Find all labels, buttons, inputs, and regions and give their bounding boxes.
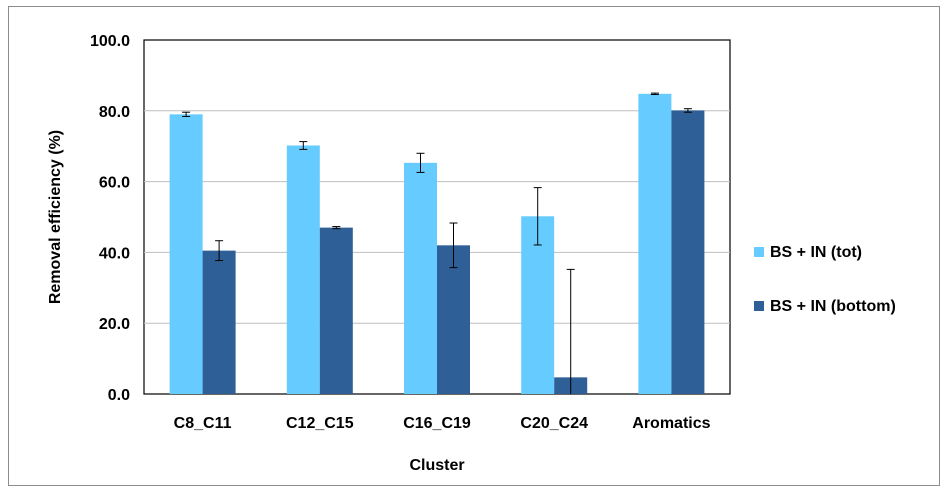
x-tick-label: C12_C15 — [286, 415, 354, 432]
y-tick-label: 60.0 — [99, 175, 130, 192]
bar-bottom — [202, 250, 236, 394]
legend-swatch-tot — [754, 247, 764, 257]
x-tick-labels: C8_C11 C12_C15 C16_C19 C20_C24 Aromatics — [174, 415, 711, 432]
legend: BS + IN (tot) BS + IN (bottom) — [754, 244, 896, 315]
bar-bottom — [319, 227, 353, 394]
error-bars — [182, 92, 692, 394]
bar-tot — [404, 162, 437, 394]
bar-bottom — [671, 110, 705, 395]
legend-label-bottom: BS + IN (bottom) — [770, 298, 896, 315]
x-tick-label: C8_C11 — [174, 415, 232, 432]
x-tick-label: C20_C24 — [520, 415, 588, 432]
bar-tot — [169, 114, 203, 394]
bar-tot — [521, 216, 555, 394]
bars — [169, 93, 705, 395]
bar-tot — [286, 145, 320, 394]
legend-label-tot: BS + IN (tot) — [770, 244, 862, 261]
bar-bottom — [437, 245, 470, 394]
y-tick-label: 20.0 — [99, 316, 130, 333]
legend-swatch-bottom — [754, 301, 764, 311]
y-tick-labels: 0.0 20.0 40.0 60.0 80.0 100.0 — [90, 33, 130, 404]
x-tick-label: C16_C19 — [403, 415, 471, 432]
y-tick-label: 0.0 — [108, 387, 130, 404]
y-tick-label: 100.0 — [90, 33, 130, 50]
y-tick-label: 80.0 — [99, 104, 130, 121]
y-tick-label: 40.0 — [99, 245, 130, 262]
x-tick-label: Aromatics — [632, 415, 710, 432]
x-axis-title: Cluster — [409, 457, 464, 474]
y-axis-title: Removal efficiency (%) — [47, 130, 64, 304]
bar-tot — [638, 93, 672, 395]
